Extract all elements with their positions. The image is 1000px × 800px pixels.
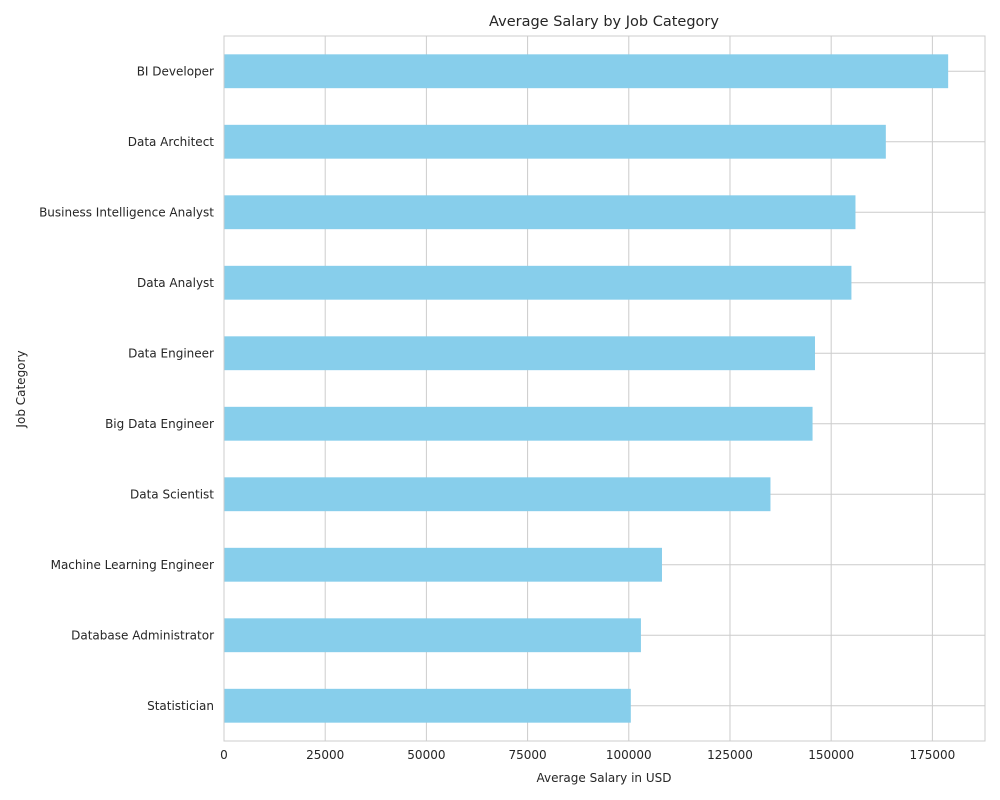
y-tick-label: Data Analyst [137,276,214,290]
bar [224,688,631,723]
bar [224,618,641,653]
y-tick-label: BI Developer [137,64,214,78]
x-tick-label: 100000 [606,748,652,762]
x-tick-label: 25000 [306,748,344,762]
bar [224,336,815,371]
y-axis-label: Job Category [14,350,28,428]
bar [224,477,771,512]
y-tick-label: Data Engineer [128,346,214,360]
x-tick-label: 0 [220,748,228,762]
x-tick-label: 125000 [707,748,753,762]
x-axis-ticks: 0 25000 50000 75000 100000 125000 150000 175000 [220,748,955,762]
x-tick-label: 175000 [909,748,955,762]
y-tick-label: Machine Learning Engineer [51,558,214,572]
bar [224,406,813,441]
bar [224,195,856,230]
x-tick-label: 150000 [808,748,854,762]
y-tick-label: Big Data Engineer [105,417,214,431]
plot-area [223,35,986,742]
x-tick-label: 75000 [508,748,546,762]
y-tick-label: Data Scientist [130,487,214,501]
y-tick-label: Business Intelligence Analyst [39,205,214,219]
plot-frame [223,35,986,742]
bar [224,265,852,300]
bar [224,547,662,582]
x-tick-label: 50000 [407,748,445,762]
y-tick-label: Data Architect [128,135,215,149]
chart-title: Average Salary by Job Category [489,14,719,30]
bars [224,54,949,723]
y-tick-label: Database Administrator [71,628,214,642]
bar [224,124,886,159]
bar [224,54,949,89]
y-tick-label: Statistician [147,699,214,713]
y-axis-ticks: BI Developer Data Architect Business Intel… [39,64,214,713]
x-axis-label: Average Salary in USD [537,771,672,785]
